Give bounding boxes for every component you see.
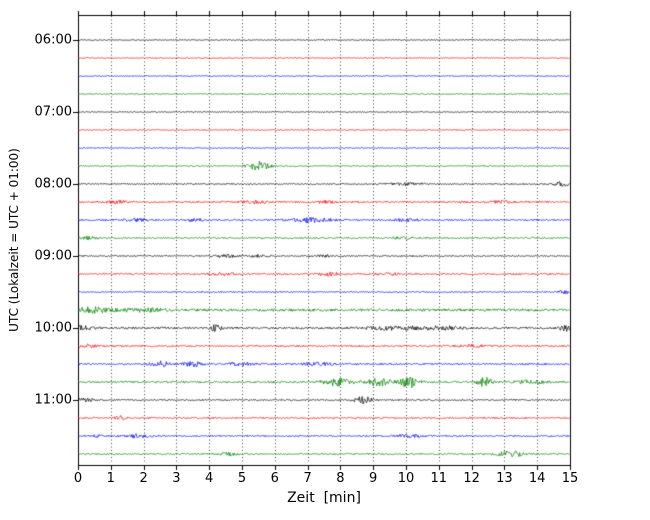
x-tick-label: 15 <box>561 471 579 486</box>
y-tick-label: 06:00 <box>34 32 72 48</box>
y-tick-label: 10:00 <box>34 320 72 336</box>
x-tick-label: 7 <box>303 471 312 486</box>
x-tick-label: 12 <box>463 471 480 486</box>
x-tick-label: 10 <box>397 471 415 486</box>
x-tick-label: 5 <box>237 471 247 486</box>
x-tick-label: 3 <box>172 471 181 486</box>
x-tick-label: 9 <box>369 471 378 486</box>
y-tick-label: 08:00 <box>34 176 72 192</box>
y-tick-label: 07:00 <box>34 104 72 120</box>
y-tick-label: 09:00 <box>34 248 72 264</box>
x-tick-label: 2 <box>139 471 148 486</box>
x-tick-label: 13 <box>496 471 513 486</box>
y-tick-label: 11:00 <box>34 392 72 408</box>
x-tick-label: 0 <box>73 471 83 486</box>
x-tick-label: 6 <box>270 471 279 486</box>
x-tick-label: 1 <box>106 471 115 486</box>
x-tick-label: 11 <box>430 471 448 486</box>
x-axis-label: Zeit [min] <box>287 490 361 506</box>
x-tick-label: 8 <box>336 471 345 486</box>
x-tick-label: 14 <box>528 471 546 486</box>
x-tick-label: 4 <box>205 471 214 486</box>
y-axis-label: UTC (Lokalzeit = UTC + 01:00) <box>7 148 21 332</box>
